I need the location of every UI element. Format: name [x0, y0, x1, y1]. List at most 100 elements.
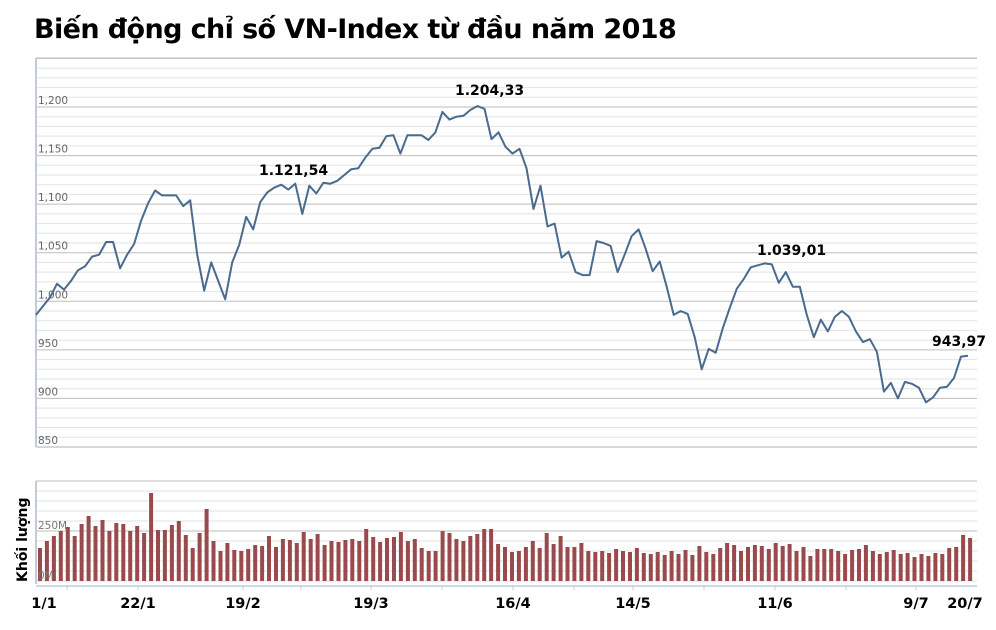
volume-bar: [697, 546, 702, 581]
volume-bar: [641, 553, 646, 581]
volume-bar: [371, 537, 376, 581]
volume-bar: [836, 551, 841, 581]
volume-bar: [558, 536, 563, 581]
volume-bar: [142, 533, 147, 581]
volume-bar: [718, 548, 723, 581]
volume-bar: [65, 527, 70, 581]
volume-bar: [815, 549, 820, 581]
volume-bar: [648, 554, 653, 581]
volume-bar: [343, 540, 348, 581]
volume-bar: [634, 548, 639, 581]
volume-bar: [329, 541, 334, 581]
volume-bar: [530, 541, 535, 581]
x-tick-label: 19/3: [353, 596, 389, 612]
volume-bar: [419, 548, 424, 581]
volume-bar: [128, 531, 133, 581]
volume-bar: [489, 529, 494, 581]
x-axis: 1/1 22/1 19/2 19/3 16/4 14/5 11/6 9/7 20/7: [31, 585, 983, 612]
volume-bar: [496, 544, 501, 581]
volume-bar: [440, 531, 445, 581]
y-tick-label: 1,050: [38, 241, 68, 253]
volume-bar: [933, 553, 938, 581]
volume-bar: [364, 529, 369, 581]
y-tick-label: 950: [38, 338, 58, 350]
annotation-label: 1.121,54: [259, 163, 328, 179]
volume-bar: [322, 545, 327, 581]
volume-bar: [79, 524, 84, 581]
y-tick-label: 850: [38, 435, 58, 447]
y-tick-label: 1,000: [38, 289, 68, 301]
annotation-label: 1.204,33: [455, 83, 524, 99]
volume-bar: [898, 554, 903, 581]
x-tick-label: 14/5: [615, 596, 651, 612]
volume-bar: [857, 549, 861, 581]
x-tick-label: 16/4: [495, 596, 531, 612]
x-tick-label: 1/1: [31, 596, 56, 612]
volume-bar: [725, 543, 730, 581]
volume-bar: [121, 524, 126, 581]
volume-bar: [801, 547, 806, 581]
volume-bar: [843, 554, 848, 581]
volume-bar: [683, 550, 688, 581]
volume-bar: [287, 540, 292, 581]
volume-bar: [732, 545, 737, 581]
volume-bar: [676, 554, 681, 581]
price-grid: [35, 57, 977, 448]
volume-bar: [392, 537, 396, 581]
volume-bar: [565, 547, 570, 581]
volume-bar: [968, 538, 973, 581]
volume-bar: [884, 552, 889, 581]
volume-bar: [586, 551, 591, 581]
volume-bar: [600, 551, 605, 581]
volume-bar: [669, 551, 674, 581]
volume-bar: [752, 545, 757, 581]
volume-bar: [301, 532, 306, 581]
volume-bar: [72, 536, 77, 581]
chart-title: Biến động chỉ số VN-Index từ đầu năm 201…: [34, 14, 677, 45]
volume-bar: [926, 556, 931, 581]
y-tick-label: 900: [38, 386, 58, 398]
volume-y-axis: 0M 250M: [38, 520, 67, 582]
volume-bar: [260, 546, 265, 581]
volume-bar: [829, 549, 834, 581]
volume-bar: [877, 554, 882, 581]
x-tick-label: 20/7: [947, 596, 983, 612]
volume-bar: [655, 552, 660, 581]
volume-bar: [551, 544, 556, 581]
volume-bar: [919, 554, 924, 581]
volume-bar: [739, 551, 743, 581]
volume-bar: [253, 545, 258, 581]
volume-bar: [461, 541, 466, 581]
volume-bar: [135, 526, 140, 581]
volume-bar: [544, 533, 549, 581]
volume-bar: [357, 541, 362, 581]
volume-bar: [516, 551, 521, 581]
volume-bars: [38, 493, 973, 581]
volume-bar: [385, 538, 389, 581]
volume-bar: [766, 549, 771, 581]
x-tick-label: 22/1: [120, 596, 156, 612]
price-y-axis: 850 900 950 1,000 1,050 1,100 1,150 1,200: [38, 95, 68, 447]
volume-bar: [870, 551, 875, 581]
volume-bar: [447, 533, 452, 581]
peak-annotations: 1.121,54 1.204,33 1.039,01 943,97: [259, 83, 986, 350]
volume-bar: [239, 551, 244, 581]
volume-bar: [51, 536, 56, 581]
volume-bar: [912, 557, 917, 581]
volume-bar: [38, 548, 42, 581]
volume-bar: [176, 521, 181, 581]
volume-bar: [794, 551, 799, 581]
volume-bar: [482, 529, 487, 581]
volume-bar: [510, 552, 514, 581]
volume-bar: [454, 539, 459, 581]
volume-bar: [822, 549, 827, 581]
annotation-label: 943,97: [932, 334, 986, 350]
volume-bar: [759, 546, 764, 581]
volume-bar: [523, 547, 528, 581]
volume-bar: [746, 547, 750, 581]
volume-bar: [850, 550, 855, 581]
volume-bar: [86, 516, 91, 581]
volume-bar: [433, 551, 438, 581]
volume-bar: [315, 534, 320, 581]
